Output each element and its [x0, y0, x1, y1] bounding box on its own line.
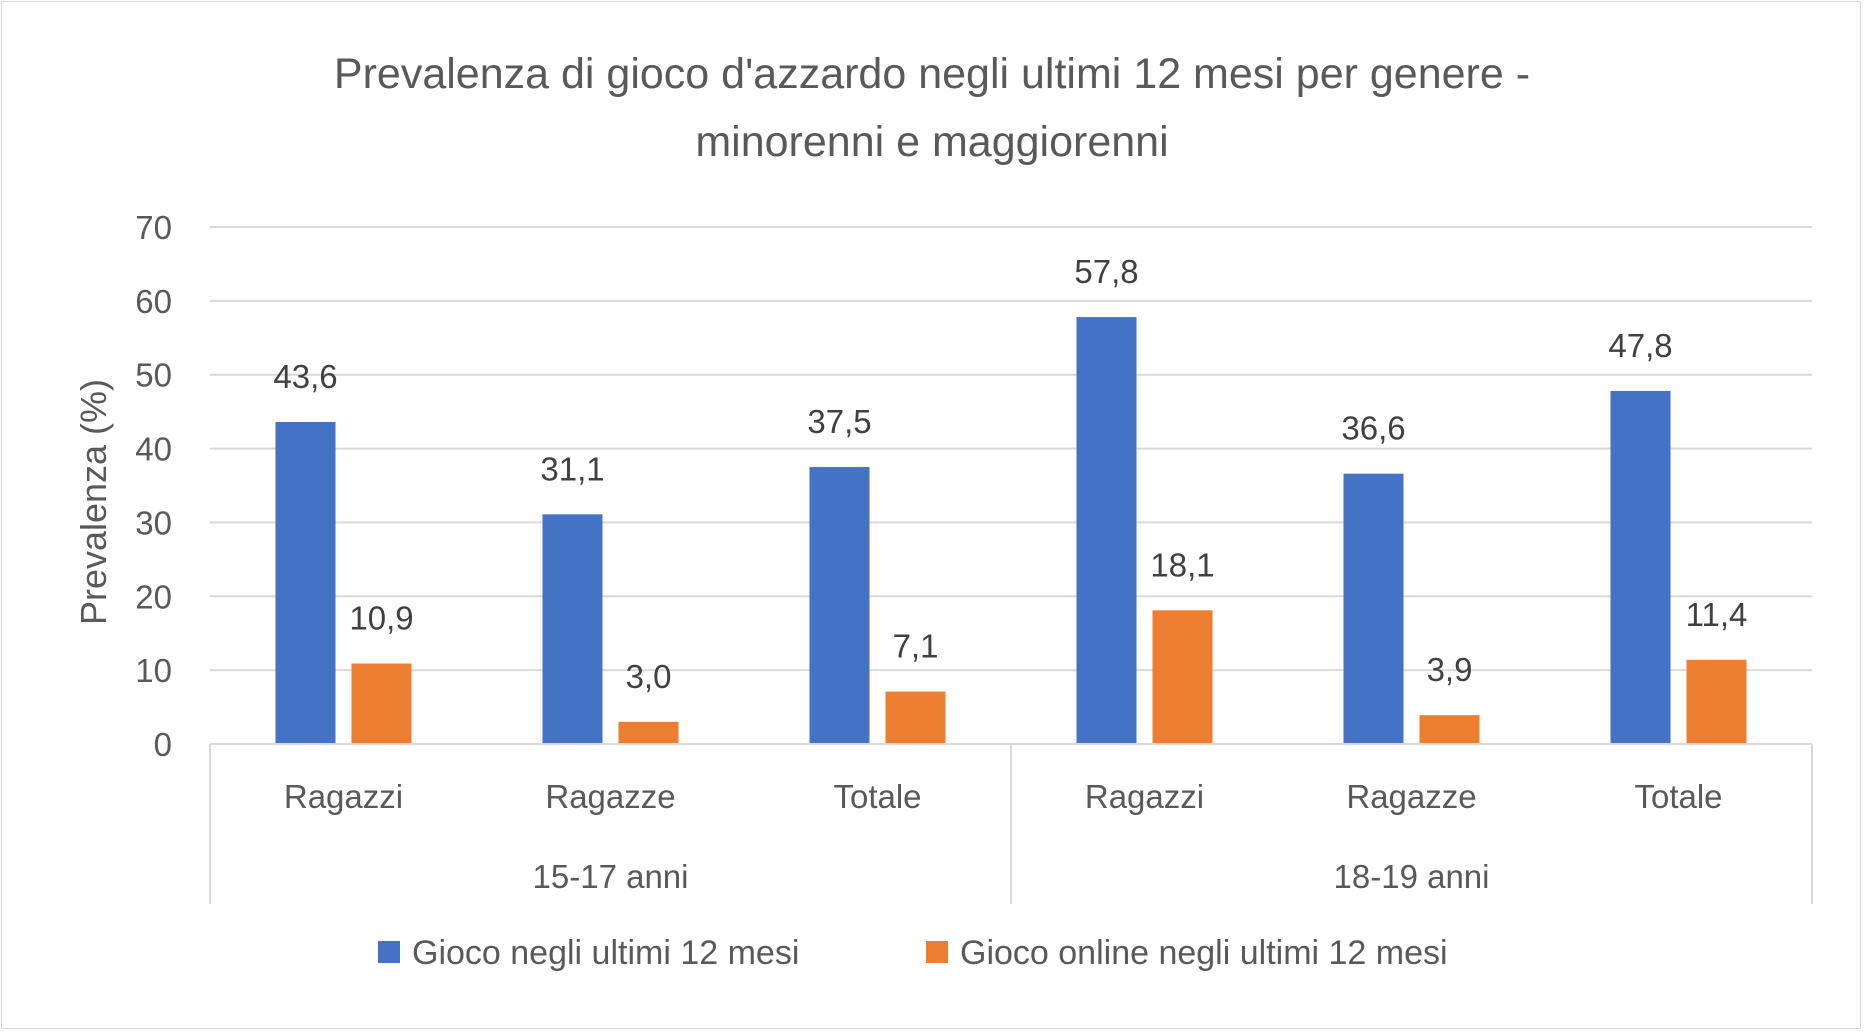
bar — [351, 663, 412, 744]
x-tick-label: Ragazzi — [1085, 778, 1204, 815]
y-tick-label: 0 — [154, 726, 172, 763]
data-label: 3,9 — [1427, 651, 1473, 688]
data-label: 43,6 — [273, 358, 337, 395]
chart-title-line-2: minorenni e maggiorenni — [695, 118, 1168, 166]
legend-swatch — [926, 941, 948, 963]
legend-label: Gioco online negli ultimi 12 mesi — [960, 934, 1448, 972]
data-labels: 43,6 10,9 31,1 3,0 37,5 7,1 57,8 18,1 36,6 3,9 47,… — [273, 253, 1747, 695]
y-tick-label: 50 — [135, 357, 172, 394]
x-tick-label: Ragazzi — [284, 778, 403, 815]
bar — [1076, 317, 1137, 744]
bar — [618, 721, 679, 744]
y-tick-label: 20 — [135, 578, 172, 615]
bar — [809, 467, 870, 744]
y-tick-label: 60 — [135, 283, 172, 320]
chart-title-line-1: Prevalenza di gioco d'azzardo negli ulti… — [334, 50, 1530, 98]
y-axis-ticks: 0 10 20 30 40 50 60 70 — [135, 209, 172, 763]
bar — [885, 691, 946, 744]
y-tick-label: 70 — [135, 209, 172, 246]
bar — [1152, 610, 1213, 744]
bars — [275, 317, 1747, 744]
legend-swatch — [378, 941, 400, 963]
legend-label: Gioco negli ultimi 12 mesi — [412, 934, 799, 972]
x-tick-label: Ragazze — [1346, 778, 1476, 815]
y-tick-label: 10 — [135, 652, 172, 689]
bar — [1686, 659, 1747, 744]
y-tick-label: 30 — [135, 504, 172, 541]
data-label: 11,4 — [1686, 596, 1748, 633]
gridlines — [210, 226, 1812, 672]
bar — [1610, 390, 1671, 744]
data-label: 36,6 — [1341, 410, 1405, 447]
data-label: 10,9 — [349, 599, 413, 636]
bar — [542, 514, 603, 744]
x-axis: Ragazzi Ragazze Totale Ragazzi Ragazze Totale… — [209, 743, 1813, 904]
x-tick-label: Totale — [1634, 778, 1722, 815]
x-tick-label: Totale — [833, 778, 921, 815]
chart-title: Prevalenza di gioco d'azzardo negli ulti… — [334, 50, 1530, 166]
data-label: 31,1 — [540, 450, 604, 487]
bar — [275, 421, 336, 744]
bar — [1343, 473, 1404, 744]
bar — [1419, 715, 1480, 744]
y-axis-label: Prevalenza (%) — [73, 379, 114, 625]
data-label: 57,8 — [1074, 253, 1138, 290]
data-label: 18,1 — [1150, 546, 1214, 583]
x-tick-label: Ragazze — [545, 778, 675, 815]
group-label: 15-17 anni — [533, 858, 689, 895]
data-label: 37,5 — [807, 403, 871, 440]
group-label: 18-19 anni — [1334, 858, 1490, 895]
data-label: 3,0 — [626, 658, 672, 695]
data-label: 7,1 — [893, 628, 939, 665]
y-tick-label: 40 — [135, 431, 172, 468]
data-label: 47,8 — [1608, 327, 1672, 364]
legend: Gioco negli ultimi 12 mesi Gioco online n… — [378, 934, 1448, 972]
